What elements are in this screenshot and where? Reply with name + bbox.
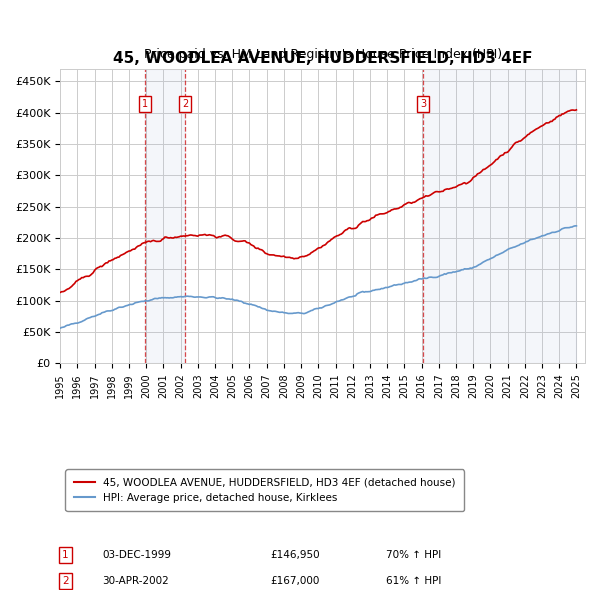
Title: 45, WOODLEA AVENUE, HUDDERSFIELD, HD3 4EF: 45, WOODLEA AVENUE, HUDDERSFIELD, HD3 4E… (113, 51, 532, 66)
Text: 2: 2 (182, 99, 188, 109)
Text: 1: 1 (142, 99, 148, 109)
Text: Price paid vs. HM Land Registry's House Price Index (HPI): Price paid vs. HM Land Registry's House … (143, 48, 502, 61)
Text: 03-DEC-1999: 03-DEC-1999 (102, 550, 171, 560)
Text: 70% ↑ HPI: 70% ↑ HPI (386, 550, 441, 560)
Bar (423, 69, 577, 363)
Text: 61% ↑ HPI: 61% ↑ HPI (386, 576, 441, 586)
Text: £167,000: £167,000 (270, 576, 320, 586)
Bar (145, 69, 185, 363)
Text: £146,950: £146,950 (270, 550, 320, 560)
Legend: 45, WOODLEA AVENUE, HUDDERSFIELD, HD3 4EF (detached house), HPI: Average price, : 45, WOODLEA AVENUE, HUDDERSFIELD, HD3 4E… (65, 470, 464, 512)
Text: 3: 3 (420, 99, 426, 109)
Text: 30-APR-2002: 30-APR-2002 (102, 576, 169, 586)
Text: 2: 2 (62, 576, 69, 586)
Text: 1: 1 (62, 550, 69, 560)
